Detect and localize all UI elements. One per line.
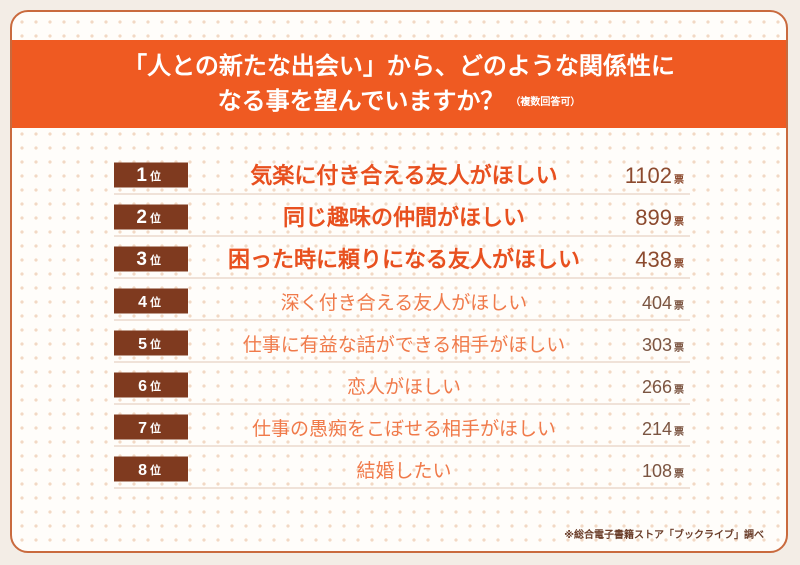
ranking-row: 5 位 仕事に有益な話ができる相手がほしい 303 票	[114, 330, 690, 363]
rank-badge	[114, 372, 188, 398]
vote-count: 404	[642, 293, 672, 313]
vote-count: 214	[642, 419, 672, 439]
rank-badge	[114, 204, 188, 230]
vote-count: 899	[635, 205, 672, 230]
rank-badge	[114, 330, 188, 356]
item-label: 恋人がほしい	[347, 376, 461, 398]
rank-number: 2	[136, 207, 147, 228]
vote-unit: 票	[674, 426, 684, 438]
ranking-row: 4 位 深く付き合える友人がほしい 404 票	[114, 288, 690, 321]
title-line-2-text: なる事を望んでいますか？	[217, 87, 505, 115]
item-label: 困った時に頼りになる友人がほしい	[228, 247, 580, 273]
item-label: 結婚したい	[356, 460, 451, 482]
rank-number: 5	[138, 336, 147, 353]
vote-unit: 票	[674, 300, 684, 312]
title-banner: 「人との新たな出会い」から、どのような関係性に なる事を望んでいますか？ （複数回…	[12, 40, 786, 128]
vote-count: 266	[642, 377, 672, 397]
item-label: 同じ趣味の仲間がほしい	[283, 205, 525, 231]
rank-number: 3	[136, 249, 147, 270]
vote-unit: 票	[674, 342, 684, 354]
rank-number: 7	[138, 420, 147, 437]
rank-suffix: 位	[150, 421, 161, 435]
rank-number: 1	[136, 165, 147, 186]
rank-number: 6	[138, 378, 147, 395]
ranking-row: 8 位 結婚したい 108 票	[114, 456, 690, 489]
rank-suffix: 位	[150, 253, 161, 267]
ranking-row: 3 位 困った時に頼りになる友人がほしい 438 票	[114, 246, 690, 279]
item-label: 気楽に付き合える友人がほしい	[250, 163, 557, 189]
rank-suffix: 位	[150, 211, 161, 225]
vote-unit: 票	[674, 216, 684, 228]
rank-badge	[114, 288, 188, 314]
title-line-1: 「人との新たな出会い」から、どのような関係性に	[123, 52, 675, 80]
vote-unit: 票	[674, 174, 684, 186]
ranking-row: 7 位 仕事の愚痴をこぼせる相手がほしい 214 票	[114, 414, 690, 447]
item-label: 仕事に有益な話ができる相手がほしい	[243, 334, 566, 356]
rank-suffix: 位	[150, 463, 161, 477]
rank-suffix: 位	[150, 295, 161, 309]
source-note: ※総合電子書籍ストア「ブックライブ」調べ	[564, 530, 764, 541]
rank-suffix: 位	[150, 379, 161, 393]
rank-badge	[114, 246, 188, 272]
item-label: 深く付き合える友人がほしい	[281, 292, 527, 314]
rank-number: 8	[138, 462, 147, 479]
rank-number: 4	[138, 294, 147, 311]
rank-badge	[114, 456, 188, 482]
title-note: （複数回答可）	[510, 97, 581, 108]
rank-suffix: 位	[150, 337, 161, 351]
vote-count: 1102	[625, 163, 672, 188]
vote-count: 438	[635, 247, 672, 272]
rank-suffix: 位	[150, 169, 161, 183]
vote-count: 303	[642, 335, 672, 355]
vote-count: 108	[642, 461, 672, 481]
ranking-row: 6 位 恋人がほしい 266 票	[114, 372, 690, 405]
vote-unit: 票	[674, 384, 684, 396]
rank-badge	[114, 414, 188, 440]
vote-unit: 票	[674, 468, 684, 480]
infographic-card: 「人との新たな出会い」から、どのような関係性に なる事を望んでいますか？ （複数回…	[10, 10, 788, 553]
vote-unit: 票	[674, 258, 684, 270]
item-label: 仕事の愚痴をこぼせる相手がほしい	[252, 418, 556, 440]
rank-badge	[114, 162, 188, 188]
ranking-chart: 1 位気楽に付き合える友人がほしい 1102 票2 位同じ趣味の仲間がほしい 899 票3 位…	[114, 162, 690, 489]
ranking-row: 1 位 気楽に付き合える友人がほしい 1102 票	[114, 162, 690, 195]
ranking-row: 2 位 同じ趣味の仲間がほしい 899 票	[114, 204, 690, 237]
title-line-2: なる事を望んでいますか？ （複数回答可）	[12, 86, 786, 118]
